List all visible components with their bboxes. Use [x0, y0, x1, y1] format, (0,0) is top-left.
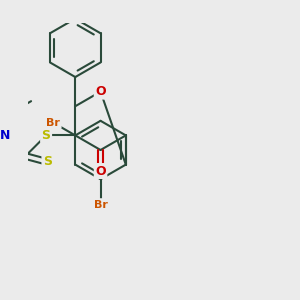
Text: O: O [95, 85, 106, 98]
Text: N: N [0, 129, 10, 142]
Text: Br: Br [46, 118, 60, 128]
Text: S: S [42, 129, 51, 142]
Text: O: O [95, 164, 106, 178]
Text: Br: Br [94, 200, 107, 210]
Text: S: S [43, 155, 52, 168]
